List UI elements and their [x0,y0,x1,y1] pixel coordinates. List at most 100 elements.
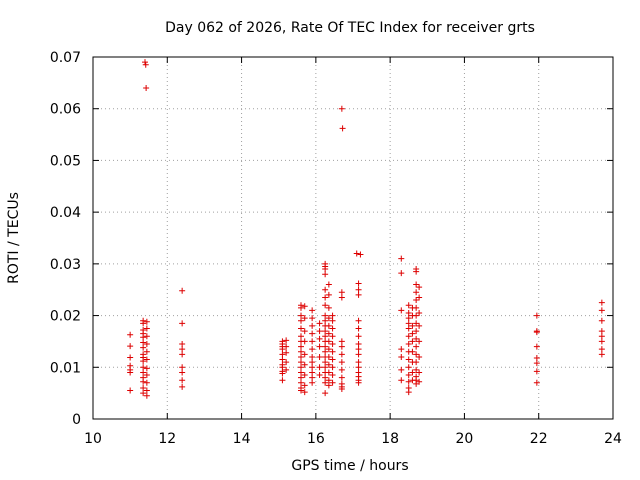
data-point [355,346,362,353]
data-point [598,333,605,340]
chart-title: Day 062 of 2026, Rate Of TEC Index for r… [165,20,535,36]
data-point [413,268,420,275]
data-point [309,379,316,386]
data-point [279,370,286,377]
data-point [140,384,147,391]
data-point [140,320,147,327]
data-point [416,294,423,301]
data-point [413,320,420,327]
data-point [322,317,329,324]
data-point [405,378,412,385]
data-point [409,322,416,329]
data-point [322,312,329,319]
data-point [416,378,423,385]
data-point [298,364,304,371]
data-point [298,379,304,386]
data-point [325,346,332,353]
data-point [325,281,332,288]
data-point [298,369,304,376]
data-point [533,360,540,367]
data-point [405,320,412,327]
data-point [298,359,304,366]
data-point [325,315,332,322]
grid-lines [93,57,613,419]
data-point [533,329,540,336]
data-point [309,346,316,353]
data-point [140,334,147,341]
x-tick-label: 10 [84,431,102,447]
data-point [322,302,329,309]
data-point [329,341,336,348]
data-point [179,364,186,371]
data-point [355,379,362,386]
data-point [398,377,405,384]
data-point [322,271,329,278]
data-point [329,333,336,340]
data-point [398,255,405,262]
x-tick-label: 12 [158,431,176,447]
data-point [533,368,540,375]
data-point [140,339,147,346]
data-point [533,354,540,361]
data-point [409,348,416,355]
data-point [309,330,316,337]
data-point [405,325,412,332]
data-point [533,379,540,386]
data-point [140,378,147,385]
data-point [322,379,329,386]
data-point [598,317,605,324]
data-point [298,374,304,381]
x-tick-label: 24 [604,431,622,447]
data-point [325,353,332,360]
data-point [405,302,412,309]
data-point [405,356,412,363]
data-point [355,351,362,358]
data-point [140,358,147,365]
data-point [143,333,150,340]
data-point [279,356,286,363]
data-points [127,59,605,399]
data-point [325,361,332,368]
data-point [316,343,323,350]
data-point [322,294,329,301]
data-point [329,356,336,363]
data-point [338,351,345,358]
data-point [416,322,423,329]
data-point [316,372,323,379]
data-point [309,369,316,376]
data-point [413,289,420,296]
data-point [398,366,405,373]
data-point [127,369,134,376]
data-point [298,353,304,360]
y-tick-label: 0.04 [50,205,81,221]
data-point [413,343,420,350]
data-point [322,364,329,371]
data-point [140,390,147,397]
data-point [413,328,420,335]
x-tick-label: 22 [530,431,548,447]
data-point [316,353,323,360]
data-point [325,382,332,389]
data-point [413,351,420,358]
data-point [298,348,304,355]
data-point [322,286,329,293]
y-tick-labels: 0 0.01 0.02 0.03 0.04 0.05 0.06 0.07 [50,50,81,428]
y-tick-label: 0.01 [50,360,81,376]
data-point [598,307,605,314]
data-point [355,317,362,324]
data-point [413,281,420,288]
data-point [322,328,329,335]
data-point [309,307,316,314]
data-point [179,320,186,327]
data-point [409,369,416,376]
data-point [357,251,364,258]
data-point [355,280,362,287]
data-point [398,353,405,360]
data-point [279,351,286,358]
data-point [598,299,605,306]
y-axis-label: ROTI / TECUs [6,192,22,284]
data-point [301,389,308,396]
data-point [355,333,362,340]
data-point [409,330,416,337]
